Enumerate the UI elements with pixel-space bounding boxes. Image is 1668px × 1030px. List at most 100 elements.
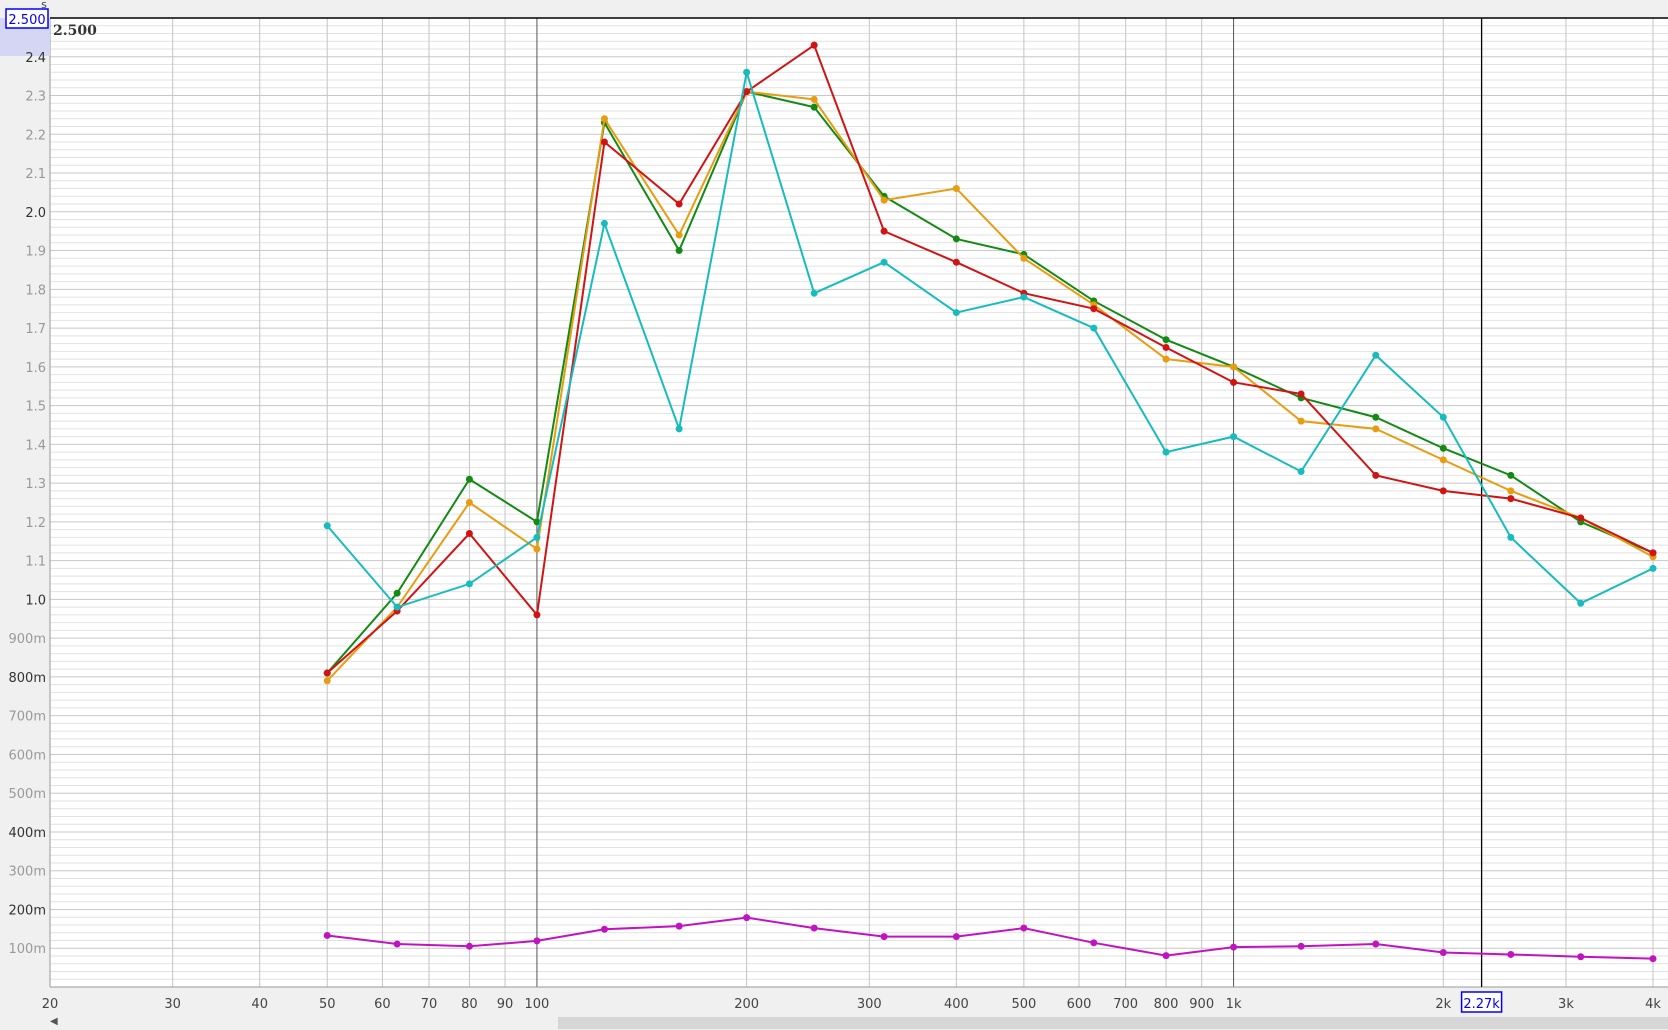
y-tick-label: 1.9 — [25, 245, 46, 260]
data-point-series-3 — [1507, 533, 1515, 541]
y-tick-label: 2.0 — [25, 206, 46, 221]
y-tick-label: 500m — [9, 787, 46, 802]
data-point-series-0 — [810, 103, 818, 111]
data-point-series-3 — [600, 219, 608, 227]
data-point-series-2 — [533, 611, 541, 619]
y-tick-label: 1.4 — [25, 438, 46, 453]
data-point-series-3 — [675, 425, 683, 433]
series-line-3 — [326, 71, 1654, 609]
series-line-4 — [327, 916, 1654, 960]
series-line-1 — [326, 90, 1654, 682]
data-point-series-1 — [1162, 355, 1170, 363]
data-point-series-3 — [323, 522, 331, 530]
x-tick-label: 500 — [1011, 997, 1036, 1012]
data-point-series-4 — [393, 940, 401, 948]
data-point-series-4 — [1230, 943, 1238, 951]
data-point-series-4 — [952, 933, 960, 941]
x-tick-label: 1k — [1226, 997, 1242, 1012]
series-line-2 — [326, 43, 1654, 674]
x-tick-label: 40 — [251, 997, 268, 1012]
data-point-series-0 — [1372, 413, 1380, 421]
y-tick-label: 100m — [9, 942, 46, 957]
data-point-series-1 — [880, 196, 888, 204]
data-point-series-0 — [952, 235, 960, 243]
data-point-series-2 — [1297, 390, 1305, 398]
cursor-x-box — [1460, 991, 1503, 1013]
data-point-series-3 — [1297, 467, 1305, 475]
y-tick-label: 800m — [9, 671, 46, 686]
data-point-series-1 — [323, 677, 331, 685]
data-point-series-4 — [675, 922, 683, 930]
data-point-series-2 — [1090, 305, 1098, 313]
data-point-series-4 — [1439, 949, 1447, 957]
data-point-series-0 — [1162, 336, 1170, 344]
y-tick-label: 1.6 — [25, 361, 46, 376]
data-point-series-2 — [952, 258, 960, 266]
data-point-series-2 — [675, 200, 683, 208]
data-point-series-1 — [533, 545, 541, 553]
data-point-series-1 — [1020, 254, 1028, 262]
data-point-series-0 — [1439, 444, 1447, 452]
data-point-series-1 — [1230, 363, 1238, 371]
horizontal-scrollbar[interactable]: ◀ — [0, 1016, 1668, 1030]
y-tick-label: 2.3 — [25, 90, 46, 105]
data-point-series-1 — [1507, 487, 1515, 495]
y-tick-label: 1.1 — [25, 555, 46, 570]
data-point-series-3 — [1439, 413, 1447, 421]
data-point-series-1 — [1297, 417, 1305, 425]
data-point-series-1 — [675, 231, 683, 239]
data-point-series-4 — [533, 937, 541, 945]
series-line-0 — [326, 90, 1654, 674]
data-point-series-4 — [880, 933, 888, 941]
scroll-thumb[interactable] — [558, 1017, 1668, 1029]
x-tick-label: 200 — [734, 997, 759, 1012]
data-point-series-2 — [810, 41, 818, 49]
data-point-series-4 — [1020, 924, 1028, 932]
y-unit-label: s — [41, 0, 47, 11]
data-point-series-2 — [1507, 495, 1515, 503]
y-tick-label: 2.2 — [25, 128, 46, 143]
data-point-series-4 — [1090, 939, 1098, 947]
data-point-series-3 — [465, 580, 473, 588]
cursor-y-box — [5, 8, 49, 29]
data-point-series-3 — [393, 603, 401, 611]
data-point-series-3 — [1230, 433, 1238, 441]
data-point-series-2 — [600, 138, 608, 146]
x-tick-label: 90 — [497, 997, 514, 1012]
cursor-value-readout: 2.500 — [53, 23, 97, 39]
data-point-series-1 — [1372, 425, 1380, 433]
data-point-series-1 — [600, 115, 608, 123]
data-point-series-0 — [533, 518, 541, 526]
plot-area — [50, 18, 1668, 987]
data-point-series-4 — [465, 942, 473, 950]
data-point-series-4 — [743, 914, 751, 922]
x-tick-label: 80 — [461, 997, 478, 1012]
data-point-series-0 — [393, 589, 401, 597]
x-tick-label: 70 — [421, 997, 438, 1012]
data-point-series-3 — [952, 309, 960, 317]
data-point-series-3 — [1649, 564, 1657, 572]
data-point-series-2 — [1577, 514, 1585, 522]
data-point-series-2 — [743, 88, 751, 96]
x-tick-label: 50 — [319, 997, 336, 1012]
data-point-series-1 — [1439, 456, 1447, 464]
y-tick-label: 1.5 — [25, 400, 46, 415]
data-point-series-2 — [1649, 549, 1657, 557]
data-point-series-4 — [323, 931, 331, 939]
data-point-series-3 — [1577, 599, 1585, 607]
data-point-series-2 — [1372, 471, 1380, 479]
data-point-series-4 — [810, 924, 818, 932]
data-point-series-3 — [1372, 351, 1380, 359]
data-point-series-3 — [810, 289, 818, 297]
data-point-series-3 — [880, 258, 888, 266]
scroll-left-arrow-icon[interactable]: ◀ — [50, 1016, 58, 1027]
y-tick-label: 600m — [9, 748, 46, 763]
x-tick-label: 60 — [374, 997, 391, 1012]
y-tick-label: 1.0 — [25, 593, 46, 608]
data-point-series-2 — [1230, 378, 1238, 386]
data-point-series-2 — [465, 530, 473, 538]
y-tick-label: 2.1 — [25, 167, 46, 182]
data-point-series-1 — [952, 185, 960, 193]
data-point-series-4 — [1649, 955, 1657, 963]
